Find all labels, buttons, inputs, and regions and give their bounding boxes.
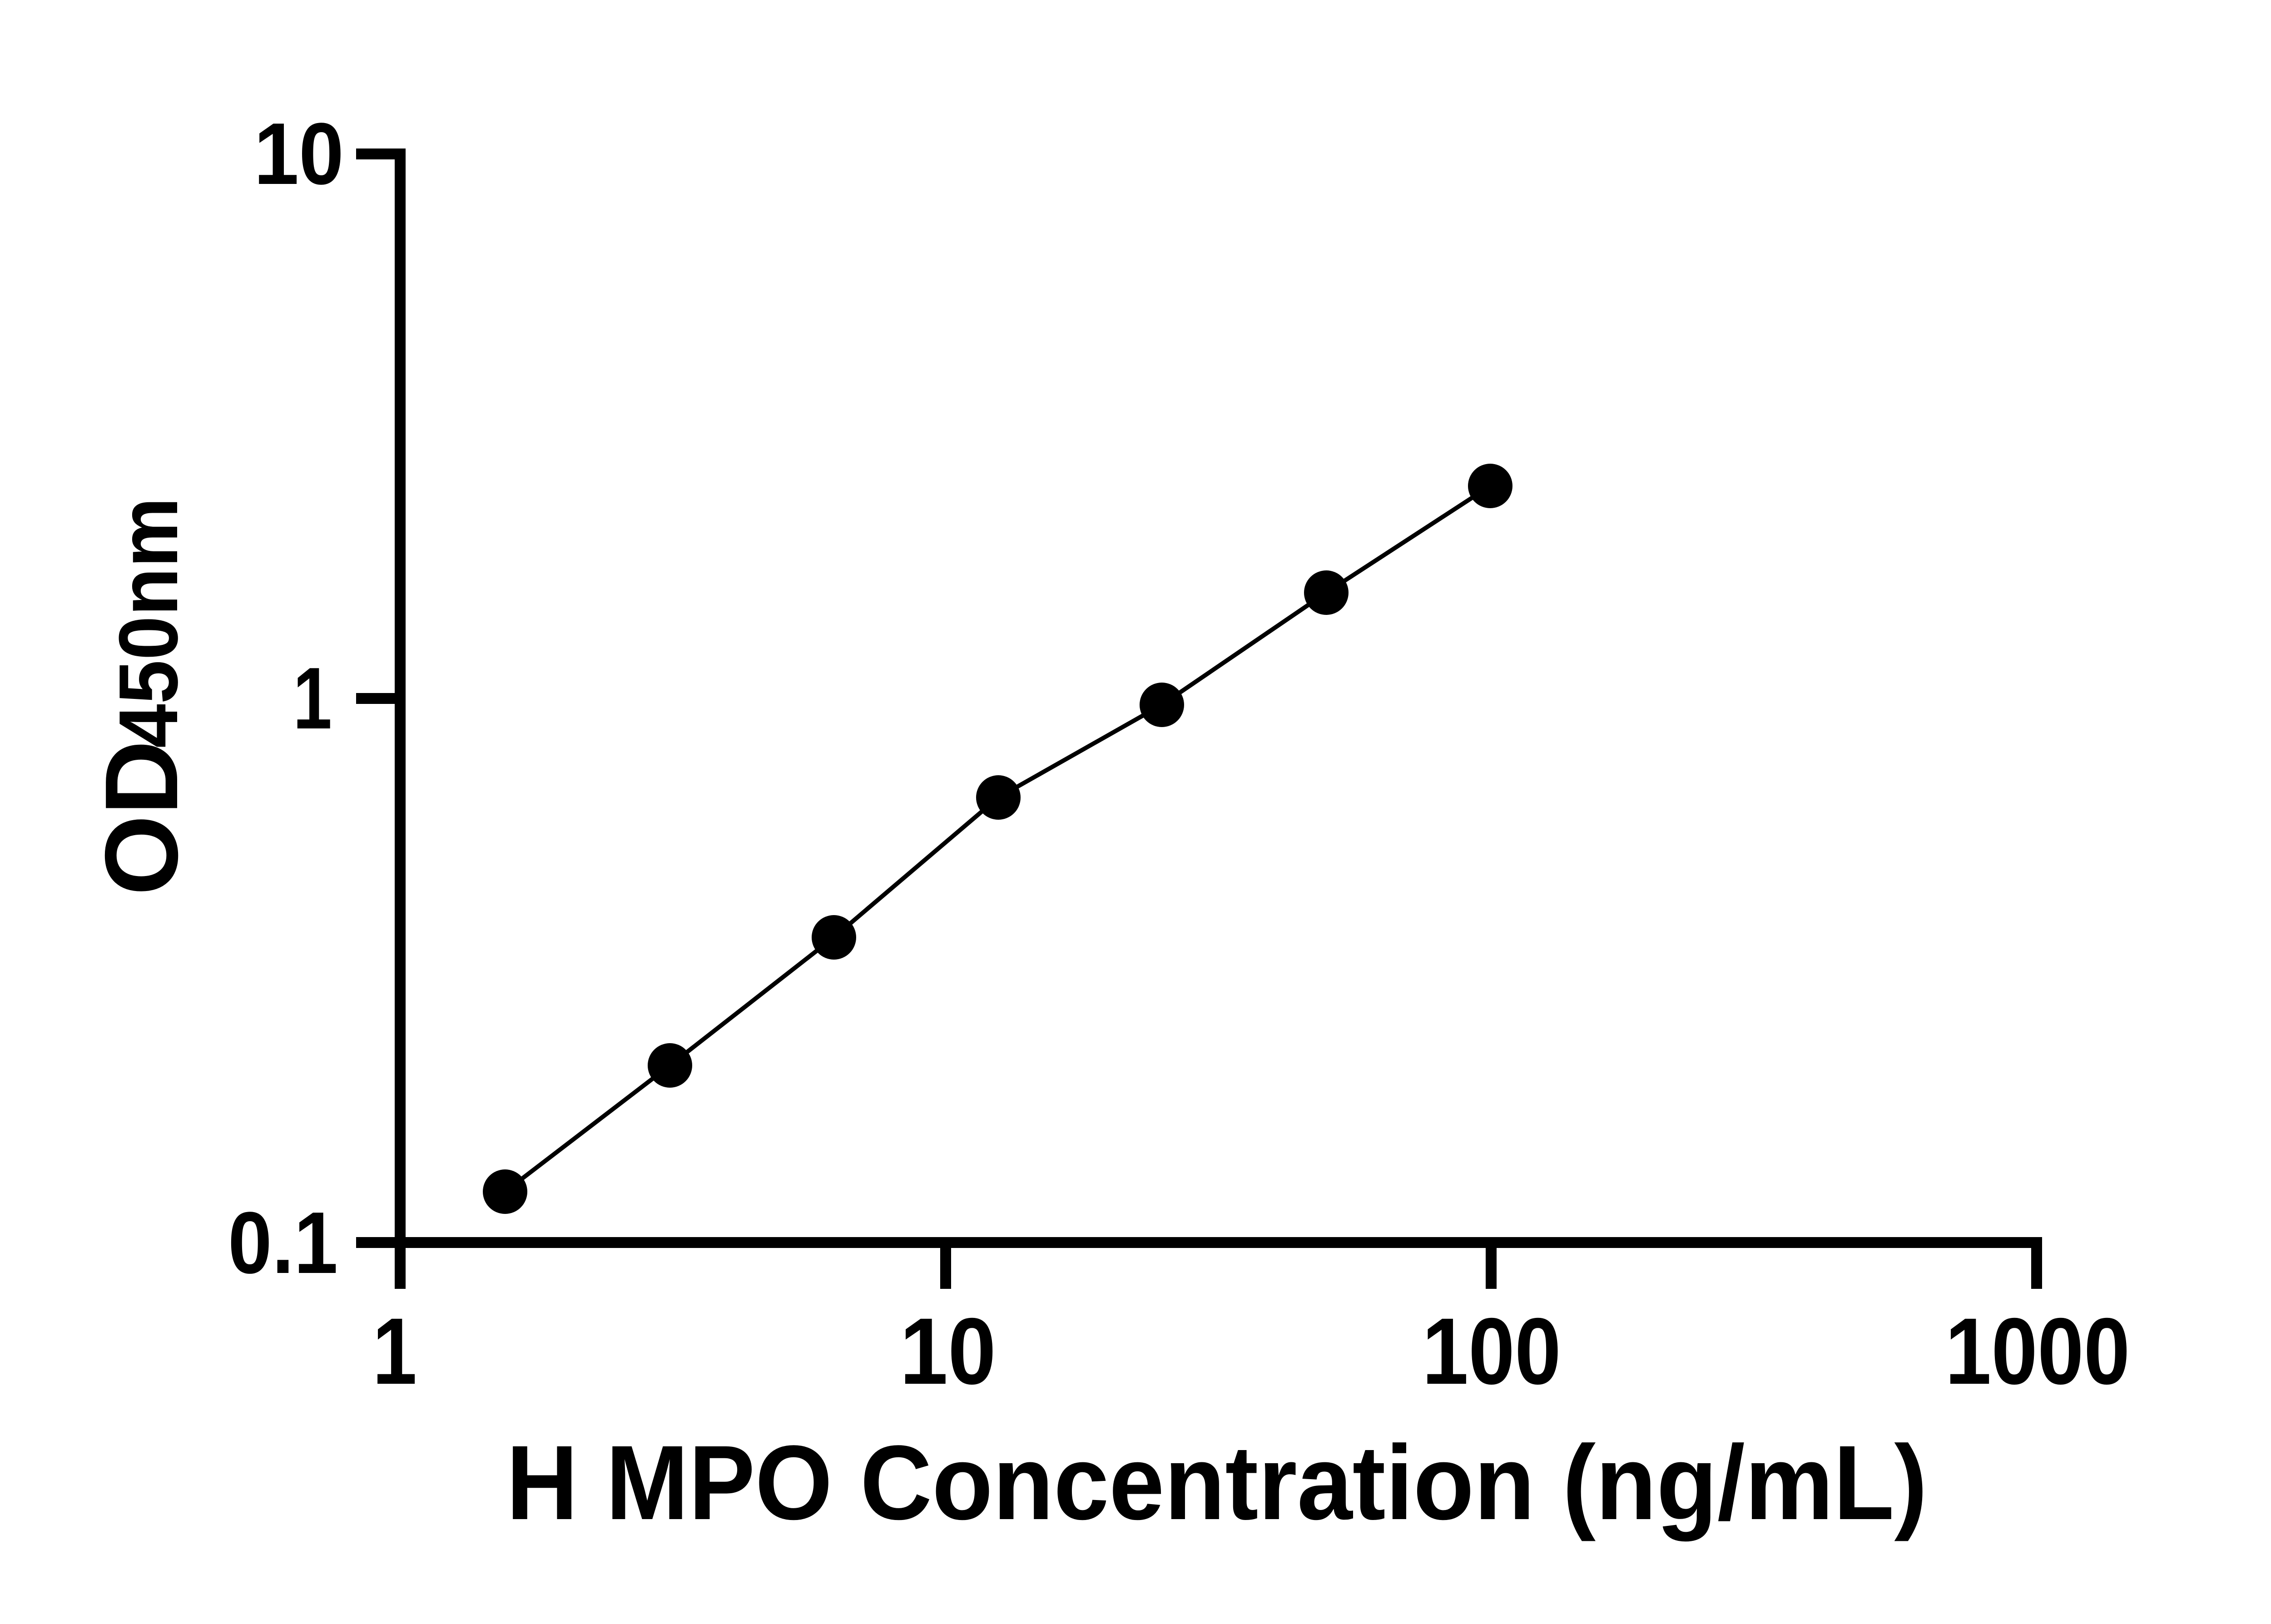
svg-text:0.1: 0.1 — [228, 1193, 338, 1292]
svg-text:1: 1 — [372, 1299, 417, 1404]
svg-text:10: 10 — [900, 1299, 996, 1404]
svg-text:H MPO Concentration (ng/mL): H MPO Concentration (ng/mL) — [506, 1424, 1928, 1542]
svg-text:450nm: 450nm — [101, 497, 195, 748]
svg-text:1: 1 — [293, 649, 332, 747]
svg-text:OD: OD — [84, 740, 199, 896]
svg-text:100: 100 — [1422, 1299, 1561, 1404]
svg-text:10: 10 — [254, 104, 344, 203]
svg-text:1000: 1000 — [1945, 1299, 2130, 1404]
